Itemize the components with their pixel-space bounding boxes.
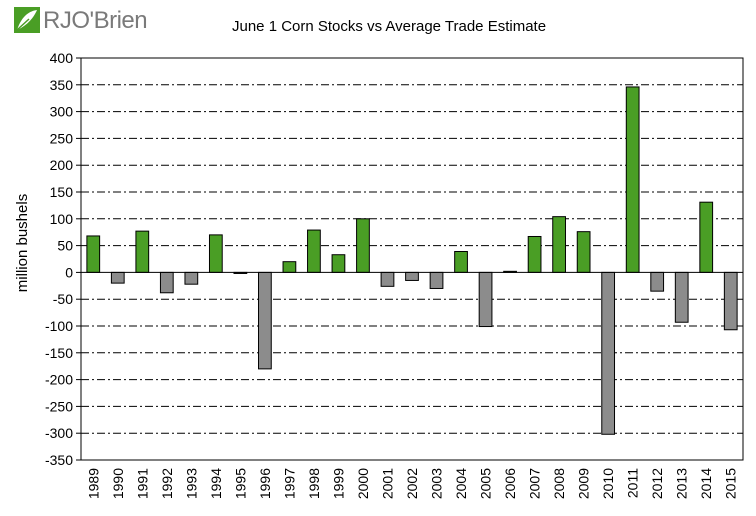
- bar-2003: [429, 271, 444, 289]
- y-tick-label: -100: [45, 318, 73, 334]
- bar-2009: [576, 231, 591, 273]
- bar-2015: [723, 271, 738, 331]
- bar-2002: [405, 271, 419, 281]
- x-tick-label: 2014: [698, 468, 714, 499]
- y-tick-label: 150: [50, 184, 74, 200]
- x-tick-label: 2003: [429, 468, 445, 499]
- gridlines: [81, 84, 743, 434]
- bar-2011: [625, 86, 640, 273]
- x-tick-label: 1995: [232, 468, 248, 499]
- x-tick-label: 1996: [257, 468, 273, 499]
- bar-2001: [380, 271, 395, 287]
- x-tick-label: 1999: [330, 468, 346, 499]
- bar-1994: [208, 234, 223, 273]
- brand-logo: [14, 7, 40, 33]
- y-tick-label: 350: [50, 77, 74, 93]
- y-tick-label: 100: [50, 211, 74, 227]
- x-tick-label: 1991: [134, 468, 150, 499]
- y-tick-label: 400: [50, 50, 74, 66]
- x-tick-label: 1997: [281, 468, 297, 499]
- bar-1996: [258, 271, 272, 370]
- rjo-leaf-logo-icon: [14, 7, 40, 33]
- y-tick-label: -350: [45, 452, 73, 468]
- bar-1993: [184, 271, 199, 285]
- x-tick-label: 2007: [527, 468, 543, 499]
- plot-frame: [80, 57, 744, 461]
- bar-2007: [527, 235, 542, 273]
- bar-2012: [650, 271, 665, 292]
- x-tick-label: 2001: [379, 468, 395, 499]
- y-tick-label: 0: [65, 264, 73, 280]
- x-tick-label: 2015: [723, 468, 739, 499]
- x-tick-label: 1990: [110, 468, 126, 499]
- x-tick-label: 2005: [478, 468, 494, 499]
- bar-2014: [699, 201, 714, 273]
- bar-2008: [552, 216, 566, 273]
- x-tick-label: 1992: [159, 468, 175, 499]
- y-tick-label: -150: [45, 345, 73, 361]
- x-tick-label: 2013: [674, 468, 690, 499]
- y-tick-labels: -350 -300 -250 -200 -150 -100 -50 0 50 100 150 200 2…: [45, 50, 73, 468]
- axes: [76, 57, 744, 461]
- bar-2000: [356, 218, 370, 273]
- x-tick-label: 2006: [502, 468, 518, 499]
- bars: [86, 86, 738, 435]
- bar-2013: [674, 271, 689, 323]
- y-tick-label: 300: [50, 104, 74, 120]
- x-tick-label: 2011: [625, 468, 641, 498]
- brand-logo-text: RJO'Brien: [43, 7, 148, 34]
- bar-1997: [282, 261, 297, 273]
- y-tick-label: 50: [57, 238, 73, 254]
- x-tick-labels: 1989 1990 1991 1992 1993 1994 1995 1996 1997 1998…: [85, 468, 738, 499]
- x-tick-label: 2000: [355, 468, 371, 499]
- bar-1992: [159, 271, 174, 294]
- x-tick-label: 2002: [404, 468, 420, 499]
- bar-1989: [86, 235, 101, 273]
- bar-2010: [601, 271, 616, 435]
- y-tick-label: 200: [50, 157, 74, 173]
- x-tick-label: 2009: [576, 468, 592, 499]
- y-axis-label: million bushels: [14, 194, 31, 292]
- y-tick-label: -50: [53, 291, 73, 307]
- x-tick-label: 1994: [208, 468, 224, 499]
- y-tick-label: 250: [50, 130, 74, 146]
- bar-1998: [307, 229, 321, 273]
- x-tick-label: 2012: [649, 468, 665, 499]
- bar-1990: [110, 271, 125, 284]
- x-tick-label: 2004: [453, 468, 469, 499]
- x-tick-label: 2008: [551, 468, 567, 499]
- bar-2004: [454, 250, 468, 273]
- bar-2005: [478, 271, 493, 328]
- bar-1999: [331, 254, 346, 273]
- bar-1991: [135, 230, 150, 273]
- x-tick-label: 2010: [600, 468, 616, 499]
- y-tick-label: -200: [45, 372, 73, 388]
- y-tick-label: -300: [45, 425, 73, 441]
- chart-title: June 1 Corn Stocks vs Average Trade Esti…: [232, 18, 547, 35]
- x-tick-label: 1998: [306, 468, 322, 499]
- y-tick-label: -250: [45, 398, 73, 414]
- x-tick-label: 1989: [85, 468, 101, 499]
- x-tick-label: 1993: [183, 468, 199, 499]
